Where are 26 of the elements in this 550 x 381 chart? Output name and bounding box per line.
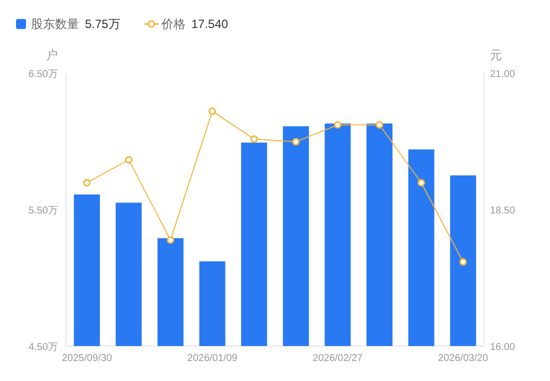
text: 5.75万	[85, 17, 120, 31]
y-axis-title: 户	[46, 48, 58, 62]
x-tick-label: 2026/01/09	[187, 353, 238, 364]
y-tick-label: 5.50万	[28, 206, 58, 216]
point	[459, 258, 467, 266]
legend-label: 股东数量	[31, 17, 79, 31]
point	[334, 121, 342, 129]
x-tick-label: 2026/03/20	[438, 353, 489, 364]
point	[166, 236, 174, 244]
y2-axis-title: 元	[490, 48, 502, 62]
point	[208, 107, 216, 115]
legend-label: 价格	[160, 17, 186, 31]
text: 17.540	[191, 17, 228, 31]
point	[376, 121, 384, 129]
y2-tick-label: 21.00	[490, 69, 516, 80]
x-tick-label: 2025/09/30	[62, 353, 112, 364]
point	[124, 156, 132, 164]
x-tick-label: 2026/02/27	[312, 353, 364, 364]
point	[83, 178, 91, 186]
y-tick-label: 4.50万	[28, 342, 58, 353]
point	[250, 135, 258, 143]
y2-tick-label: 18.50	[490, 206, 516, 216]
point	[292, 138, 300, 146]
y-tick-label: 6.50万	[28, 69, 58, 80]
y2-tick-label: 16.00	[490, 342, 516, 353]
point	[418, 178, 426, 186]
